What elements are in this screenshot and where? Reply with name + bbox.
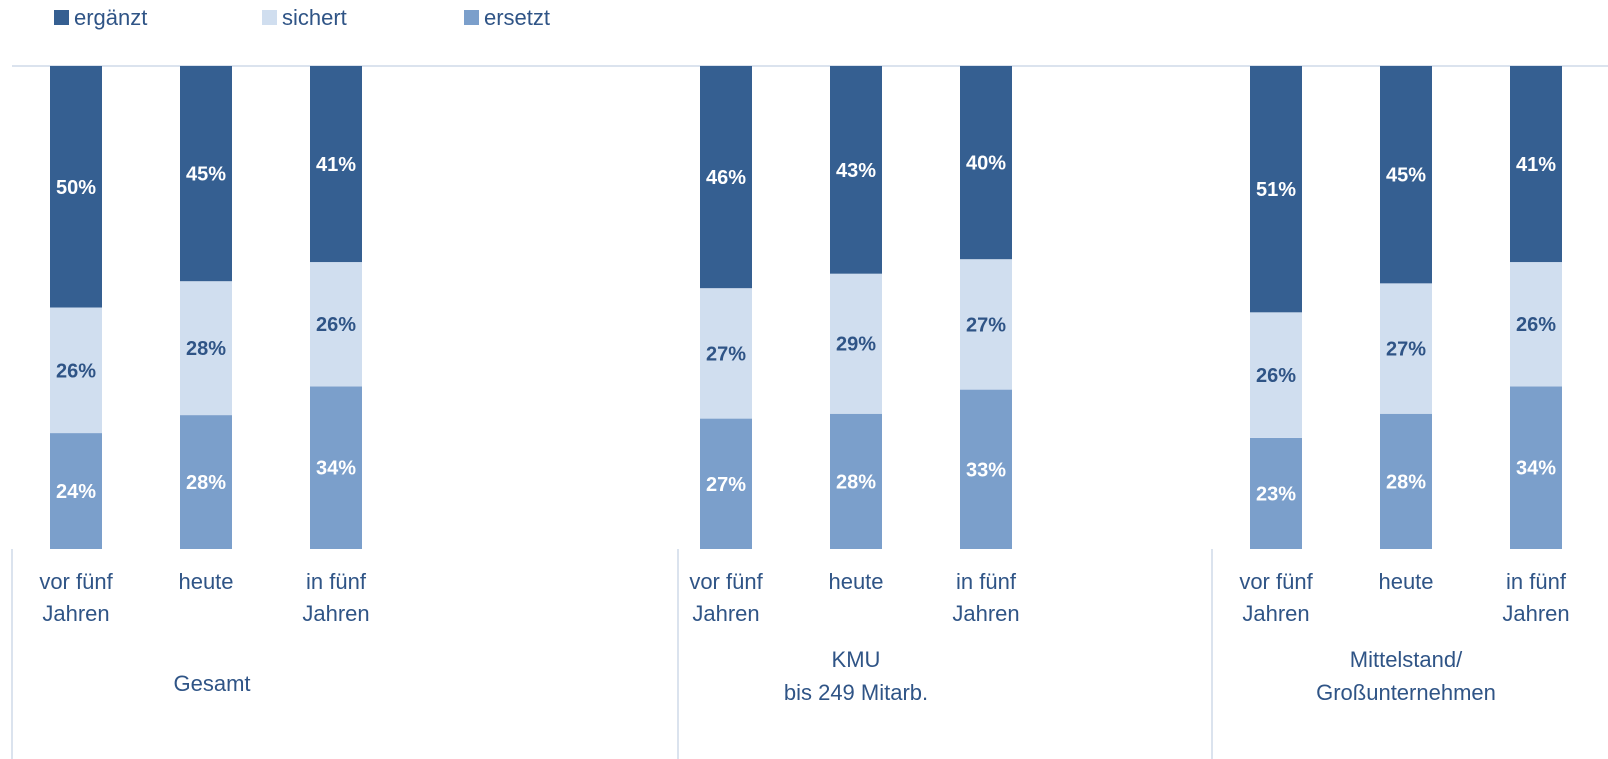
data-label-erganzt: 45% xyxy=(186,164,226,186)
category-label: in fünf xyxy=(956,569,1017,594)
category-label: Jahren xyxy=(952,601,1019,626)
legend-swatch-erganzt xyxy=(54,10,69,25)
data-label-sichert: 26% xyxy=(1256,365,1296,387)
data-label-ersetzt: 34% xyxy=(1516,458,1556,480)
bar-segment-sichert xyxy=(310,262,362,387)
group-labels: Gesamt KMU bis 249 Mitarb. Mittelstand/Groß… xyxy=(173,647,1495,705)
data-label-ersetzt: 28% xyxy=(186,472,226,494)
bar-segment-erganzt xyxy=(310,66,362,263)
legend: ergänzt sichert ersetzt xyxy=(54,5,550,30)
category-label: Jahren xyxy=(692,601,759,626)
data-label-sichert: 29% xyxy=(836,334,876,356)
category-label: Jahren xyxy=(1502,601,1569,626)
category-label: vor fünf xyxy=(1239,569,1313,594)
bar-segment-ersetzt xyxy=(1380,413,1432,549)
data-label-ersetzt: 27% xyxy=(706,474,746,496)
data-label-erganzt: 43% xyxy=(836,160,876,182)
bar-segment-erganzt xyxy=(1510,66,1562,263)
category-labels: vor fünf Jahren heute in fünf Jahren vor fünf… xyxy=(39,569,1569,626)
category-label: vor fünf xyxy=(689,569,763,594)
group-label-mittelstand: Mittelstand/ xyxy=(1350,647,1463,672)
bar-segment-sichert xyxy=(180,281,232,416)
legend-label-ersetzt: ersetzt xyxy=(484,5,550,30)
bar-segment-ersetzt xyxy=(1250,437,1302,549)
data-label-sichert: 27% xyxy=(966,314,1006,336)
data-label-erganzt: 41% xyxy=(1516,154,1556,176)
data-label-ersetzt: 28% xyxy=(1386,471,1426,493)
category-label: heute xyxy=(828,569,883,594)
bar-segment-erganzt xyxy=(1250,66,1302,313)
data-label-sichert: 27% xyxy=(706,343,746,365)
bar-segment-sichert xyxy=(1380,283,1432,414)
data-label-erganzt: 40% xyxy=(966,153,1006,175)
category-label: Jahren xyxy=(1242,601,1309,626)
bar-segment-sichert xyxy=(960,259,1012,390)
data-label-ersetzt: 24% xyxy=(56,481,96,503)
bar-segment-erganzt xyxy=(830,66,882,274)
bar-segment-ersetzt xyxy=(960,389,1012,549)
group-label-kmu: KMU xyxy=(832,647,881,672)
data-label-ersetzt: 28% xyxy=(836,471,876,493)
data-label-sichert: 26% xyxy=(56,360,96,382)
bar-segment-sichert xyxy=(1250,312,1302,438)
bar-segment-ersetzt xyxy=(700,418,752,549)
data-label-sichert: 28% xyxy=(186,338,226,360)
bar-segment-ersetzt xyxy=(50,433,102,549)
group-label-kmu: bis 249 Mitarb. xyxy=(784,680,928,705)
data-label-erganzt: 46% xyxy=(706,167,746,189)
group-label-mittelstand: Großunternehmen xyxy=(1316,680,1496,705)
category-label: vor fünf xyxy=(39,569,113,594)
bar-segment-erganzt xyxy=(960,66,1012,260)
bar-segment-ersetzt xyxy=(180,415,232,549)
data-label-erganzt: 45% xyxy=(1386,165,1426,187)
data-label-ersetzt: 23% xyxy=(1256,483,1296,505)
data-label-sichert: 26% xyxy=(1516,314,1556,336)
legend-swatch-sichert xyxy=(262,10,277,25)
bar-segment-erganzt xyxy=(700,66,752,289)
category-label: in fünf xyxy=(306,569,367,594)
data-label-sichert: 27% xyxy=(1386,339,1426,361)
data-label-ersetzt: 34% xyxy=(316,458,356,480)
data-label-erganzt: 51% xyxy=(1256,179,1296,201)
category-label: heute xyxy=(178,569,233,594)
group-label-gesamt: Gesamt xyxy=(173,671,250,696)
legend-swatch-ersetzt xyxy=(464,10,479,25)
category-label: Jahren xyxy=(42,601,109,626)
legend-label-erganzt: ergänzt xyxy=(74,5,147,30)
category-label: in fünf xyxy=(1506,569,1567,594)
bar-segment-sichert xyxy=(50,307,102,434)
bar-segment-sichert xyxy=(700,288,752,419)
data-label-erganzt: 41% xyxy=(316,154,356,176)
bar-segment-ersetzt xyxy=(310,386,362,549)
category-label: Jahren xyxy=(302,601,369,626)
bar-segment-sichert xyxy=(1510,262,1562,387)
bar-segment-ersetzt xyxy=(830,413,882,549)
bar-segment-sichert xyxy=(830,273,882,414)
bar-segment-ersetzt xyxy=(1510,386,1562,549)
group-dividers xyxy=(11,549,1213,759)
bar-segment-erganzt xyxy=(50,66,102,308)
bar-segment-erganzt xyxy=(1380,66,1432,284)
data-label-ersetzt: 33% xyxy=(966,459,1006,481)
bars: 24% 26% 50% 28% 28% 45% 34% 26% 41% 27% 27% 46% 28% 2… xyxy=(50,66,1562,549)
data-label-erganzt: 50% xyxy=(56,177,96,199)
category-label: heute xyxy=(1378,569,1433,594)
legend-label-sichert: sichert xyxy=(282,5,347,30)
data-label-sichert: 26% xyxy=(316,314,356,336)
bar-segment-erganzt xyxy=(180,66,232,282)
